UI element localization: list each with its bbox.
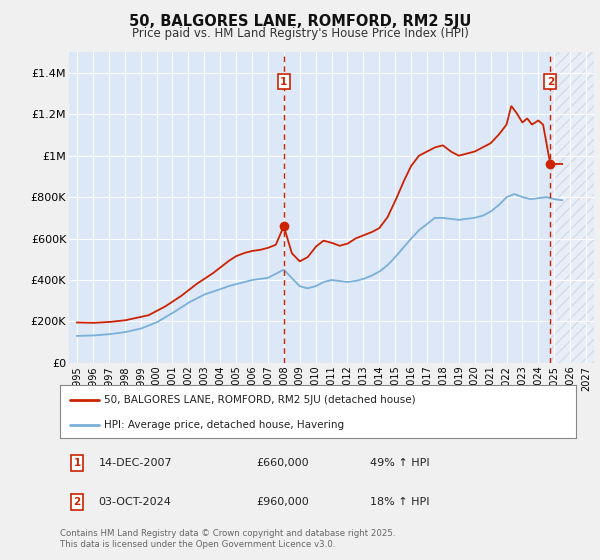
Text: 14-DEC-2007: 14-DEC-2007 [98, 458, 172, 468]
Text: 1: 1 [280, 77, 287, 86]
Text: 2: 2 [547, 77, 554, 86]
Text: 2: 2 [73, 497, 80, 507]
Text: 1: 1 [73, 458, 80, 468]
Text: £660,000: £660,000 [256, 458, 309, 468]
Text: 03-OCT-2024: 03-OCT-2024 [98, 497, 172, 507]
Text: Contains HM Land Registry data © Crown copyright and database right 2025.
This d: Contains HM Land Registry data © Crown c… [60, 529, 395, 549]
Text: HPI: Average price, detached house, Havering: HPI: Average price, detached house, Have… [104, 419, 344, 430]
Text: 50, BALGORES LANE, ROMFORD, RM2 5JU: 50, BALGORES LANE, ROMFORD, RM2 5JU [129, 14, 471, 29]
Text: 50, BALGORES LANE, ROMFORD, RM2 5JU (detached house): 50, BALGORES LANE, ROMFORD, RM2 5JU (det… [104, 395, 415, 405]
Text: £960,000: £960,000 [256, 497, 309, 507]
Bar [550, 52, 594, 363]
Text: 49% ↑ HPI: 49% ↑ HPI [370, 458, 429, 468]
Text: Price paid vs. HM Land Registry's House Price Index (HPI): Price paid vs. HM Land Registry's House … [131, 27, 469, 40]
Text: 18% ↑ HPI: 18% ↑ HPI [370, 497, 429, 507]
Bar [550, 52, 594, 363]
